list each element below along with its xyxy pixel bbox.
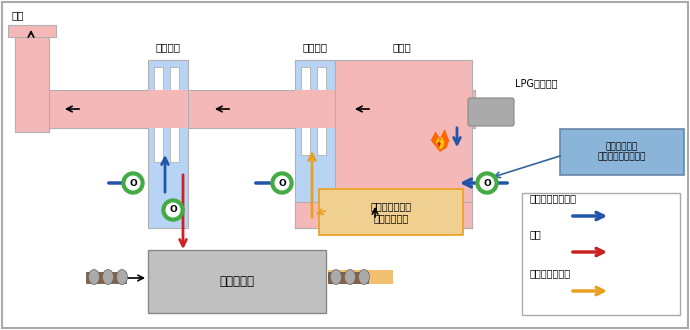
Text: 製品乾燥炉: 製品乾燥炉 — [219, 275, 255, 288]
FancyBboxPatch shape — [148, 90, 188, 128]
Circle shape — [476, 172, 498, 194]
Circle shape — [122, 172, 144, 194]
Polygon shape — [431, 129, 449, 152]
FancyBboxPatch shape — [522, 193, 680, 315]
Polygon shape — [86, 272, 126, 283]
Text: O: O — [169, 206, 177, 214]
Text: 熱交換器: 熱交換器 — [302, 42, 328, 52]
FancyBboxPatch shape — [154, 67, 163, 162]
FancyBboxPatch shape — [295, 202, 472, 228]
Text: O: O — [483, 179, 491, 187]
Text: 溶剤量により
エアー導入量を調整: 溶剤量により エアー導入量を調整 — [598, 142, 647, 162]
Polygon shape — [328, 272, 368, 283]
Ellipse shape — [88, 270, 99, 284]
FancyBboxPatch shape — [317, 67, 326, 155]
Ellipse shape — [331, 270, 342, 284]
FancyBboxPatch shape — [319, 189, 463, 235]
Text: フレッシュエアー: フレッシュエアー — [530, 193, 577, 203]
Text: LPGバーナー: LPGバーナー — [515, 78, 558, 88]
FancyBboxPatch shape — [15, 90, 475, 128]
FancyBboxPatch shape — [15, 32, 49, 132]
Text: 熱交換器: 熱交換器 — [155, 42, 181, 52]
Text: O: O — [278, 179, 286, 187]
Text: 溶剤含むエアー: 溶剤含むエアー — [530, 268, 571, 278]
Circle shape — [480, 176, 494, 190]
FancyBboxPatch shape — [468, 98, 514, 126]
FancyBboxPatch shape — [148, 250, 326, 313]
Polygon shape — [437, 141, 441, 148]
Text: O: O — [129, 179, 137, 187]
Ellipse shape — [117, 270, 128, 284]
Polygon shape — [435, 136, 444, 149]
Circle shape — [166, 203, 180, 217]
Circle shape — [275, 176, 289, 190]
Circle shape — [271, 172, 293, 194]
Circle shape — [162, 199, 184, 221]
Ellipse shape — [103, 270, 113, 284]
FancyBboxPatch shape — [301, 67, 310, 155]
Text: 熱風: 熱風 — [530, 229, 542, 239]
Text: 排気: 排気 — [11, 10, 23, 20]
FancyBboxPatch shape — [148, 60, 188, 228]
FancyBboxPatch shape — [560, 129, 684, 175]
FancyBboxPatch shape — [8, 25, 56, 37]
Ellipse shape — [344, 270, 355, 284]
FancyBboxPatch shape — [295, 60, 335, 228]
FancyBboxPatch shape — [328, 270, 393, 284]
Ellipse shape — [359, 270, 370, 284]
Circle shape — [126, 176, 140, 190]
FancyBboxPatch shape — [335, 60, 472, 228]
Text: 生産品目により
溶剤量が変化: 生産品目により 溶剤量が変化 — [371, 201, 411, 223]
FancyBboxPatch shape — [295, 90, 335, 128]
Text: 燃焼室: 燃焼室 — [393, 42, 411, 52]
FancyBboxPatch shape — [170, 67, 179, 162]
